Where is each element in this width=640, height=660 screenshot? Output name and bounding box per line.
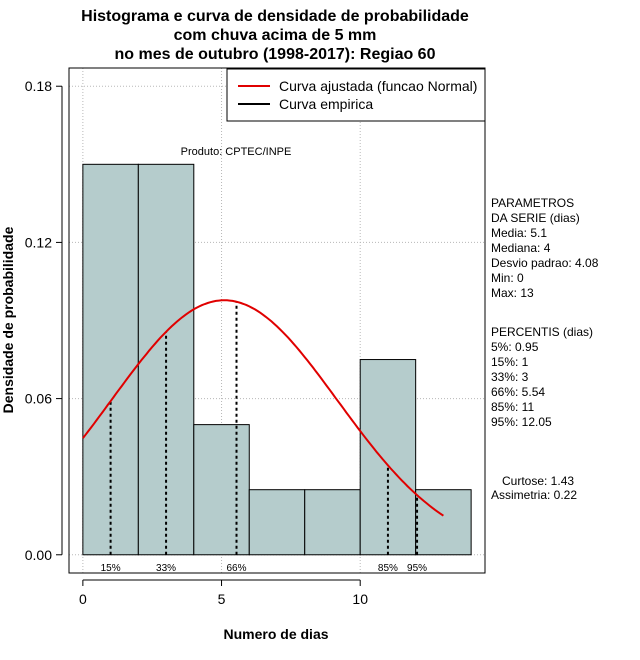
parameter-line: Mediana: 4 bbox=[491, 241, 551, 255]
parameter-line: Media: 5.1 bbox=[491, 226, 547, 240]
percentile-text-line: 5%: 0.95 bbox=[491, 340, 539, 354]
histogram-bar bbox=[248, 489, 306, 556]
percentiles-block: PERCENTIS (dias) 5%: 0.95 15%: 1 33%: 3 … bbox=[491, 325, 593, 429]
legend-normal-label: Curva ajustada (funcao Normal) bbox=[279, 78, 477, 94]
percentile-text-line: 66%: 5.54 bbox=[491, 385, 545, 399]
skewness-text: Assimetria: 0.22 bbox=[491, 488, 577, 502]
percentile-label: 66% bbox=[227, 563, 247, 574]
product-note: Produto: CPTEC/INPE bbox=[181, 146, 292, 158]
y-tick-label: 0.06 bbox=[25, 391, 52, 407]
x-axis-title: Numero de dias bbox=[223, 626, 328, 642]
percentile-text-line: PERCENTIS (dias) bbox=[491, 325, 593, 339]
x-tick-label: 5 bbox=[218, 591, 226, 607]
y-tick-label: 0.00 bbox=[25, 547, 52, 563]
parameter-line: Desvio padrao: 4.08 bbox=[491, 256, 599, 270]
percentile-lines: 15% 33% 66% 85% 95% bbox=[101, 301, 427, 574]
histogram-bar bbox=[415, 489, 472, 556]
percentile-label: 15% bbox=[101, 563, 121, 574]
normal-curve bbox=[82, 299, 444, 517]
legend-box bbox=[226, 68, 486, 122]
percentile-text-line: 15%: 1 bbox=[491, 355, 529, 369]
percentile-label: 85% bbox=[378, 563, 398, 574]
parameter-line: Max: 13 bbox=[491, 286, 534, 300]
kurtosis-text: Curtose: 1.43 bbox=[502, 474, 574, 488]
density-curves bbox=[82, 299, 444, 517]
percentile-text-line: 33%: 3 bbox=[491, 370, 529, 384]
percentile-label: 33% bbox=[156, 563, 176, 574]
y-tick-label: 0.12 bbox=[25, 234, 52, 250]
y-axis-title: Densidade de probabilidade bbox=[0, 226, 16, 413]
legend-empirical-label: Curva empirica bbox=[279, 96, 373, 112]
histogram-bar bbox=[304, 489, 361, 556]
parameter-line: Min: 0 bbox=[491, 271, 524, 285]
parameter-line: DA SERIE (dias) bbox=[491, 211, 580, 225]
parameter-line: PARAMETROS bbox=[491, 196, 574, 210]
plot-frame bbox=[68, 67, 486, 574]
chart-title-line-3: no mes de outubro (1998-2017): Regiao 60 bbox=[115, 46, 436, 63]
percentile-text-line: 95%: 12.05 bbox=[491, 415, 552, 429]
chart-title-line-1: Histograma e curva de densidade de proba… bbox=[81, 8, 469, 25]
y-axis: 0.00 0.06 0.12 0.18 bbox=[25, 78, 63, 563]
histogram-bar bbox=[82, 163, 139, 556]
x-tick-label: 0 bbox=[79, 591, 87, 607]
y-tick-label: 0.18 bbox=[25, 78, 52, 94]
histogram-bars bbox=[82, 163, 472, 556]
histogram-bar bbox=[359, 359, 417, 556]
x-axis: 0 5 10 bbox=[79, 579, 368, 607]
histogram-bar bbox=[193, 424, 250, 556]
x-tick-label: 10 bbox=[352, 591, 368, 607]
legend: Curva ajustada (funcao Normal) Curva emp… bbox=[226, 68, 486, 122]
chart-title-line-2: com chuva acima de 5 mm bbox=[174, 27, 377, 44]
percentile-label: 95% bbox=[407, 563, 427, 574]
percentile-text-line: 85%: 11 bbox=[491, 400, 534, 414]
histogram-bar bbox=[137, 163, 195, 556]
